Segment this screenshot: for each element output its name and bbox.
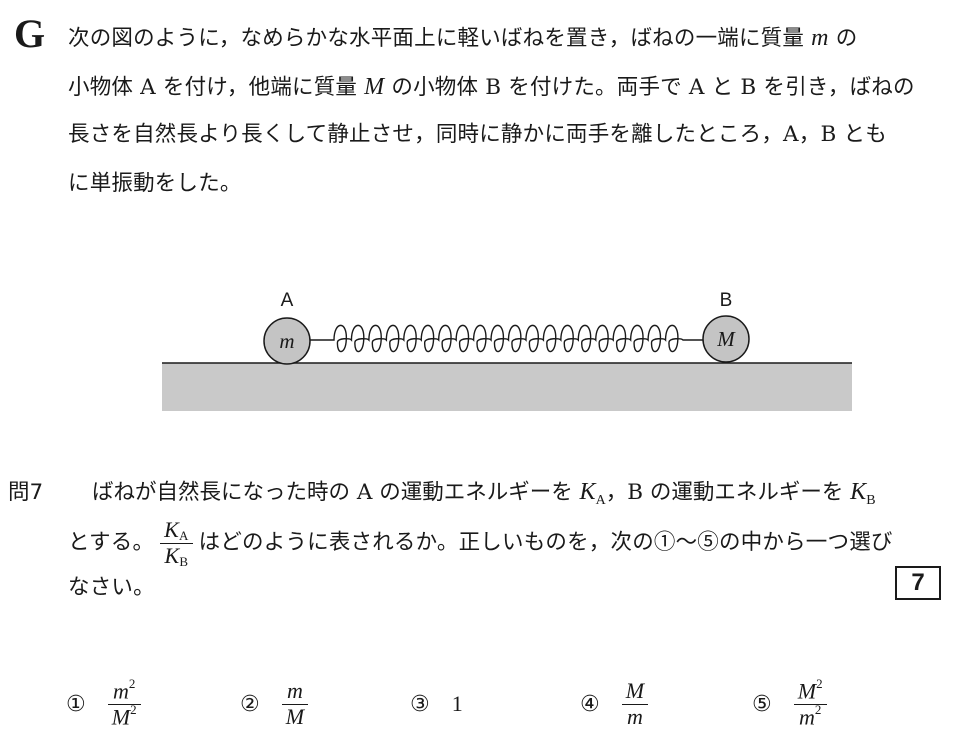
choice-4[interactable]: ④ M m [580, 672, 649, 736]
label-b: B [720, 290, 733, 311]
choice-3-value: 1 [451, 691, 463, 716]
choice-4-fraction: M m [621, 679, 649, 728]
choice-5[interactable]: ⑤ M2 m2 [752, 672, 827, 736]
choice-3-mark: ③ [410, 691, 430, 717]
answer-box: 7 [895, 566, 941, 600]
section-letter: G [14, 11, 46, 56]
intro-line-1: 次の図のように，なめらかな水平面上に軽いばねを置き，ばねの一端に質量 m の [68, 26, 857, 50]
ratio-denominator: KB [164, 542, 189, 569]
choice-2-fraction: m M [281, 679, 309, 728]
choice-1-fraction: m2 M2 [107, 676, 141, 729]
intro-line-1-b: の [828, 26, 858, 51]
ball-b [702, 315, 750, 363]
spring-mass-figure: A B m M [162, 290, 852, 411]
question-line-2: とする。 KA KB はどのように表されるか。正しいものを，次の①～⑤の中から一… [68, 518, 893, 568]
choice-2-mark: ② [240, 691, 260, 717]
intro-line-3: 長さを自然長より長くして静止させ，同時に静かに両手を離したところ，A，B とも [68, 122, 887, 147]
mass-m-var: m [811, 25, 829, 51]
choice-1[interactable]: ① m2 M2 [66, 672, 141, 736]
question-line-1-a: ばねが自然長になった時の A の運動エネルギーを [92, 480, 580, 505]
question-line-2-a: とする。 [68, 530, 155, 556]
question-number: 問7 [8, 480, 44, 505]
choice-5-mark: ⑤ [752, 691, 772, 717]
ka-symbol: KA [579, 479, 606, 508]
ball-a [263, 317, 311, 365]
floor-surface [162, 363, 852, 411]
intro-line-4: に単振動をした。 [68, 171, 242, 196]
mass-M-var: M [364, 74, 385, 100]
question-line-1-b: ，B の運動エネルギーを [605, 480, 851, 505]
intro-line-2: 小物体 A を付け，他端に質量 M の小物体 B を付けた。両手で A と B … [68, 75, 915, 99]
question-line-1: 問7 ばねが自然長になった時の A の運動エネルギーを KA，B の運動エネルギー… [8, 479, 876, 508]
intro-line-1-a: 次の図のように，なめらかな水平面上に軽いばねを置き，ばねの一端に質量 [68, 26, 812, 51]
label-a: A [281, 290, 294, 311]
intro-line-2-a: 小物体 A を付け，他端に質量 [68, 75, 365, 100]
question-line-3: なさい。 [68, 575, 155, 600]
kb-symbol: KB [850, 479, 876, 508]
choice-5-fraction: M2 m2 [793, 676, 827, 729]
intro-line-2-b: の小物体 B を付けた。両手で A と B を引き，ばねの [384, 75, 915, 100]
spring-coil [310, 324, 703, 353]
choice-1-mark: ① [66, 691, 86, 717]
choice-2[interactable]: ② m M [240, 672, 309, 736]
ball-a-mass: m [279, 329, 294, 353]
question-line-2-b: はどのように表されるか。正しいものを，次の①～⑤の中から一つ選び [198, 530, 893, 556]
ball-b-mass: M [716, 327, 736, 351]
ratio-numerator: KA [160, 518, 193, 544]
choice-3[interactable]: ③ 1 [410, 672, 463, 736]
choice-4-mark: ④ [580, 691, 600, 717]
ratio-fraction: KA KB [160, 518, 193, 569]
